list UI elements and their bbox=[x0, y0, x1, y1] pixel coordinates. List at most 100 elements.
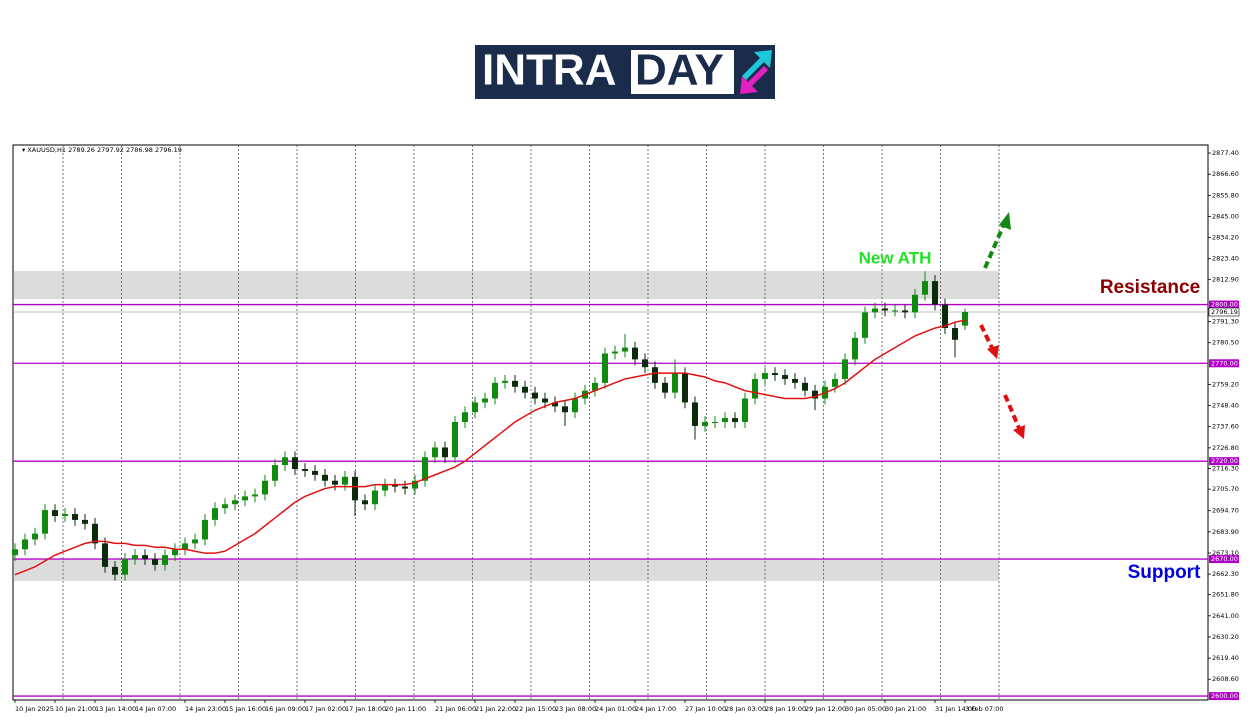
candle-body bbox=[362, 500, 368, 505]
annotation: New ATH bbox=[859, 248, 932, 267]
candle-body bbox=[472, 402, 478, 413]
candle-body bbox=[42, 510, 48, 534]
logo-text: INTRA bbox=[482, 46, 616, 95]
candle-body bbox=[592, 382, 598, 391]
candle-body bbox=[812, 390, 818, 399]
candle-body bbox=[642, 359, 648, 368]
y-tick-label: 2877.40 bbox=[1212, 149, 1239, 157]
candle-body bbox=[132, 555, 138, 560]
level-label: 2800.00 bbox=[1211, 301, 1238, 309]
level-label: 2600.00 bbox=[1211, 692, 1238, 700]
zone bbox=[14, 271, 999, 300]
candle-body bbox=[692, 402, 698, 426]
y-tick-label: 2726.80 bbox=[1212, 444, 1239, 452]
logo-arrow-up bbox=[742, 50, 772, 80]
candle-body bbox=[682, 373, 688, 403]
candle-body bbox=[222, 504, 228, 509]
candle-body bbox=[572, 398, 578, 413]
x-tick-label: 10 Jan 2025 bbox=[15, 705, 54, 713]
candle-body bbox=[522, 386, 528, 393]
header-close: 2796.19 bbox=[155, 146, 182, 154]
candle-body bbox=[922, 281, 928, 295]
y-tick-label: 2641.00 bbox=[1212, 612, 1239, 620]
candle-body bbox=[152, 559, 158, 565]
level-label: 2770.00 bbox=[1211, 359, 1238, 367]
x-tick-label: 27 Jan 10:00 bbox=[685, 705, 726, 713]
candle-body bbox=[722, 418, 728, 423]
candle-body bbox=[282, 457, 288, 466]
candle-body bbox=[12, 549, 18, 556]
candle-body bbox=[732, 418, 738, 423]
y-tick-label: 2662.30 bbox=[1212, 570, 1239, 578]
annotation: Resistance bbox=[1100, 277, 1200, 298]
candle-body bbox=[122, 559, 128, 575]
candle-body bbox=[172, 549, 178, 556]
y-tick-label: 2694.70 bbox=[1212, 507, 1239, 515]
x-tick-label: 24 Jan 17:00 bbox=[635, 705, 676, 713]
candle-body bbox=[102, 543, 108, 567]
y-tick-label: 2823.40 bbox=[1212, 255, 1239, 263]
y-tick-label: 2834.20 bbox=[1212, 234, 1239, 242]
x-tick-label: 20 Jan 11:00 bbox=[385, 705, 426, 713]
candle-body bbox=[292, 457, 298, 469]
candle-body bbox=[792, 378, 798, 383]
y-tick-label: 2619.40 bbox=[1212, 654, 1239, 662]
candle-body bbox=[92, 523, 98, 544]
header-low: 2786.98 bbox=[126, 146, 153, 154]
candle-body bbox=[242, 496, 248, 501]
candle-body bbox=[902, 310, 908, 313]
y-tick-label: 2791.30 bbox=[1212, 318, 1239, 326]
x-tick-label: 14 Jan 23:00 bbox=[185, 705, 226, 713]
candle-body bbox=[142, 555, 148, 560]
candle-body bbox=[52, 510, 58, 516]
candle-body bbox=[62, 514, 68, 516]
candle-body bbox=[262, 480, 268, 495]
candle-body bbox=[512, 380, 518, 387]
candle-body bbox=[502, 380, 508, 383]
candle-body bbox=[252, 494, 258, 497]
candle-body bbox=[202, 519, 208, 540]
level-label: 2720.00 bbox=[1211, 457, 1238, 465]
arrows bbox=[979, 212, 1025, 439]
y-tick-label: 2759.20 bbox=[1212, 380, 1239, 388]
x-tick-label: 13 Jan 14:00 bbox=[95, 705, 136, 713]
candle-body bbox=[422, 457, 428, 481]
candle-body bbox=[892, 310, 898, 312]
candle-body bbox=[842, 359, 848, 379]
x-tick-label: 24 Jan 01:00 bbox=[595, 705, 636, 713]
y-tick-label: 2608.60 bbox=[1212, 675, 1239, 683]
candle-body bbox=[112, 566, 118, 575]
x-tick-label: 15 Jan 16:00 bbox=[225, 705, 266, 713]
candle-body bbox=[302, 468, 308, 471]
candle-body bbox=[552, 402, 558, 407]
candle-body bbox=[712, 422, 718, 424]
candle-body bbox=[752, 378, 758, 399]
candle-body bbox=[272, 465, 278, 481]
candle-body bbox=[82, 519, 88, 524]
candle-body bbox=[562, 406, 568, 413]
arrow-down bbox=[1003, 394, 1021, 429]
symbol: XAUUSD,H1 bbox=[27, 146, 66, 154]
candle-body bbox=[932, 281, 938, 305]
level-label: 2670.00 bbox=[1211, 555, 1238, 563]
arrow-up bbox=[983, 223, 1006, 269]
last-price-label: 2796.19 bbox=[1211, 308, 1238, 316]
x-tick-label: 30 Jan 21:00 bbox=[885, 705, 926, 713]
y-tick-label: 2812.90 bbox=[1212, 275, 1239, 283]
candle-body bbox=[622, 347, 628, 352]
candle-body bbox=[312, 470, 318, 475]
y-tick-label: 2845.00 bbox=[1212, 212, 1239, 220]
plot-frame bbox=[12, 144, 1209, 701]
arrowhead bbox=[1013, 425, 1025, 439]
candle-body bbox=[372, 490, 378, 505]
y-tick-label: 2673.10 bbox=[1212, 549, 1239, 557]
y-tick-label: 2780.50 bbox=[1212, 339, 1239, 347]
candle-body bbox=[872, 308, 878, 313]
logo-box bbox=[631, 50, 734, 94]
x-tick-label: 28 Jan 19:00 bbox=[765, 705, 806, 713]
x-tick-label: 21 Jan 06:00 bbox=[435, 705, 476, 713]
candle-body bbox=[962, 312, 968, 326]
candle-body bbox=[452, 422, 458, 458]
